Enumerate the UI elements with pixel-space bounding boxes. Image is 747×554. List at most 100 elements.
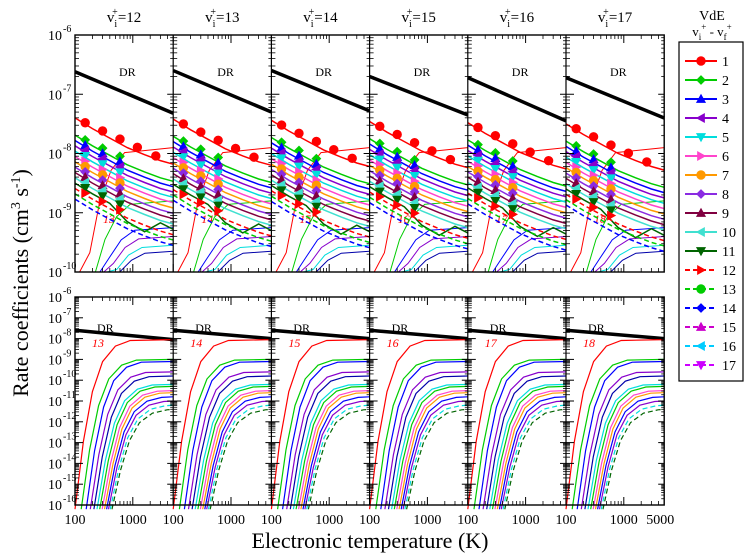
thermal-curve-bottom xyxy=(306,404,370,510)
vde-series-2 xyxy=(172,135,272,184)
y-tick-label: 10 xyxy=(48,291,62,306)
vde-series-10 xyxy=(467,181,567,230)
vde-marker xyxy=(195,193,206,203)
vde-series-7 xyxy=(565,167,665,215)
thermal-curve-bottom xyxy=(300,392,370,510)
thermal-curve-bottom xyxy=(496,392,567,510)
vde-series-6 xyxy=(467,160,567,209)
vde-series-12 xyxy=(565,193,665,242)
vde-series-14 xyxy=(172,199,272,248)
vde-marker xyxy=(214,205,224,216)
vde-marker xyxy=(490,164,501,175)
vde-series-7 xyxy=(271,163,370,212)
thermal-curve-bottom xyxy=(404,404,468,510)
vde-series-5 xyxy=(172,151,272,200)
thermal-curve-bottom xyxy=(600,404,665,510)
vde-marker xyxy=(213,169,224,179)
y-tick-exp: -10 xyxy=(63,369,76,380)
y-tick-exp: -7 xyxy=(63,83,71,94)
x-tick-label: 1000 xyxy=(119,513,147,528)
thermal-curve-bottom xyxy=(85,360,174,510)
thermal-curve-bottom xyxy=(489,383,567,510)
vde-series-14 xyxy=(369,202,469,250)
legend-label: 4 xyxy=(722,112,729,127)
vde-marker xyxy=(473,122,483,133)
vde-marker xyxy=(392,129,402,140)
vde-series-4 xyxy=(467,149,567,198)
legend-label: 16 xyxy=(722,340,736,355)
thermal-curve-bottom xyxy=(109,404,174,510)
vde-series-2 xyxy=(271,136,370,185)
vde-series-4 xyxy=(369,148,469,197)
vde-marker xyxy=(114,200,126,210)
y-tick-exp: -10 xyxy=(63,261,76,272)
vde-series-6 xyxy=(369,159,468,207)
thermal-curve-bottom xyxy=(304,400,370,510)
x-tick-label: 1000 xyxy=(512,513,540,528)
y-tick-exp: -6 xyxy=(63,286,71,297)
y-tick-exp: -8 xyxy=(63,143,71,154)
vde-series-5 xyxy=(74,150,174,199)
vde-series-6 xyxy=(565,161,665,210)
vde-series-12 xyxy=(172,188,272,237)
vde-marker xyxy=(375,121,385,131)
vde-series-9 xyxy=(271,174,370,222)
vde-series-7 xyxy=(74,161,174,209)
legend-marker xyxy=(695,321,707,331)
vde-marker xyxy=(605,174,617,184)
thermal-curve xyxy=(290,236,370,273)
dr-line-bottom xyxy=(467,328,567,341)
thermal-curve-bottom xyxy=(369,339,468,510)
vde-series-8 xyxy=(565,172,665,221)
y-tick-exp: -7 xyxy=(63,307,71,318)
thermal-curve xyxy=(584,236,665,273)
x-tick-label: 100 xyxy=(163,513,184,528)
vde-series-14 xyxy=(271,200,370,249)
vde-marker xyxy=(311,202,322,212)
vde-series-14 xyxy=(565,204,665,253)
legend-marker xyxy=(696,303,706,313)
vde-marker xyxy=(525,147,535,157)
vde-series-11 xyxy=(565,188,665,239)
y-tick-label: 10 xyxy=(48,88,62,103)
threshold-label: 17 xyxy=(485,336,498,350)
vde-marker xyxy=(115,134,125,144)
thermal-curve-bottom xyxy=(289,375,370,510)
thermal-curve-bottom xyxy=(396,390,468,510)
thermal-curve-bottom xyxy=(286,371,370,510)
vde-marker xyxy=(196,197,207,208)
thermal-curve-bottom xyxy=(482,371,567,510)
vde-marker xyxy=(277,190,287,201)
vde-marker xyxy=(607,210,617,221)
vde-marker xyxy=(410,208,420,219)
vde-series-1 xyxy=(172,118,272,167)
x-tick-label: 100 xyxy=(556,513,577,528)
vde-series-6 xyxy=(271,158,370,206)
vde-marker xyxy=(276,186,287,196)
vde-series-11 xyxy=(369,186,469,237)
legend-marker xyxy=(695,207,707,217)
thermal-curve-bottom xyxy=(307,408,370,510)
legend-marker xyxy=(695,133,707,143)
thermal-curve-bottom xyxy=(199,390,272,510)
y-tick-exp: -8 xyxy=(63,328,71,339)
thermal-curve-bottom xyxy=(502,404,567,510)
dr-line-bottom xyxy=(173,328,272,341)
dr-label: DR xyxy=(119,65,136,79)
y-tick-label: 10 xyxy=(48,266,62,281)
vde-series-5 xyxy=(467,155,567,203)
y-tick-label: 10 xyxy=(48,29,62,44)
legend-label: 17 xyxy=(722,359,736,374)
thermal-curve-bottom xyxy=(400,396,468,510)
dr-label: DR xyxy=(588,321,605,335)
vde-series-7 xyxy=(369,164,469,213)
dr-line-bottom xyxy=(271,328,370,341)
vde-marker xyxy=(409,203,420,214)
vde-series-9 xyxy=(369,175,468,223)
vde-marker xyxy=(588,166,599,176)
thermal-curve-bottom xyxy=(93,375,174,510)
legend-marker xyxy=(695,93,707,103)
vde-series-2 xyxy=(467,139,567,187)
vde-marker xyxy=(427,146,437,156)
dr-label: DR xyxy=(610,65,627,79)
